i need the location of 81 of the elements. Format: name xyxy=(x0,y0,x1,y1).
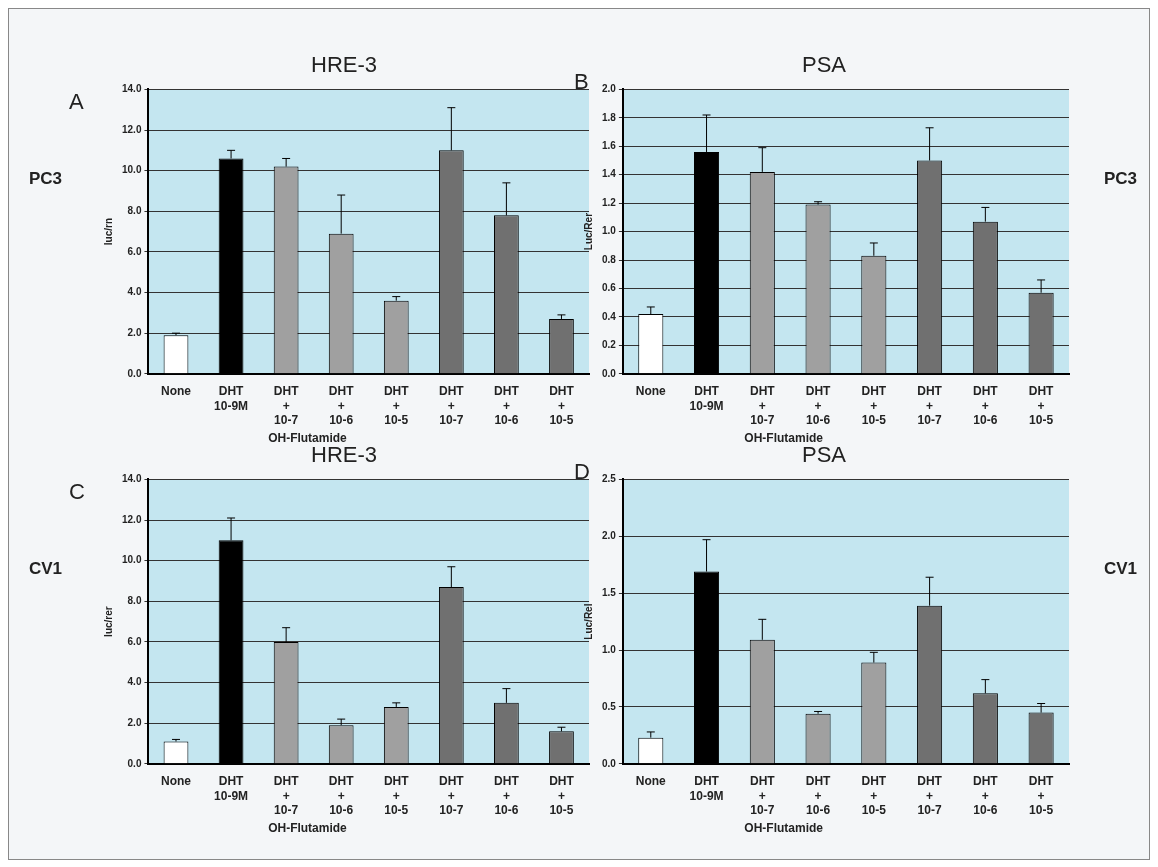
x-tick-label: DHT + 10-5 xyxy=(1028,384,1055,428)
y-tick-label: 10.0 xyxy=(121,554,142,566)
y-tick-label: 1.5 xyxy=(602,586,617,598)
x-tick-label: DHT + 10-7 xyxy=(273,384,300,428)
x-tick-label: DHT + 10-5 xyxy=(861,384,887,428)
y-axis-title: luc/rer xyxy=(102,606,114,637)
y-axis-title: Luc/Rel xyxy=(582,603,594,640)
y-tick-label: 6.0 xyxy=(127,635,142,647)
x-tick-label: DHT + 10-7 xyxy=(439,774,465,818)
text: PC3 xyxy=(1104,169,1138,189)
y-tick-label: 1.2 xyxy=(602,196,617,208)
text: CV1 xyxy=(29,559,63,579)
x-tick-label: DHT + 10-7 xyxy=(439,384,465,428)
y-tick-label: 4.0 xyxy=(127,286,142,298)
x-tick-label: DHT + 10-6 xyxy=(973,774,999,818)
y-tick-label: 10.0 xyxy=(121,164,142,176)
annotation: B xyxy=(574,69,589,95)
x-tick-label: DHT + 10-7 xyxy=(273,774,300,818)
y-tick-label: 0.2 xyxy=(602,339,617,351)
annotation: D xyxy=(574,459,590,485)
text: OH-Flutamide xyxy=(744,821,824,836)
x-tick-label: DHT + 10-7 xyxy=(749,774,776,818)
text: A xyxy=(69,89,84,115)
y-axis-title: luc/rn xyxy=(102,217,114,246)
y-tick-label: 0.5 xyxy=(602,700,617,712)
x-tick-label: DHT + 10-5 xyxy=(383,384,410,428)
x-tick-label: DHT + 10-5 xyxy=(1028,774,1055,818)
x-tick-label: DHT + 10-6 xyxy=(328,384,355,428)
x-tick-label: DHT + 10-6 xyxy=(328,774,355,818)
y-tick-label: 1.0 xyxy=(602,225,617,237)
x-tick-label: DHT + 10-6 xyxy=(494,774,520,818)
y-tick-label: 12.0 xyxy=(121,513,142,525)
y-tick-label: 14.0 xyxy=(121,473,142,485)
y-tick-label: 1.8 xyxy=(602,111,617,123)
y-tick-label: 4.0 xyxy=(127,676,142,688)
x-tick-label: DHT 10-9M xyxy=(689,774,724,803)
x-tick-label: DHT + 10-6 xyxy=(805,774,832,818)
x-tick-label: None xyxy=(161,384,192,399)
x-tick-label: DHT + 10-7 xyxy=(749,384,776,428)
y-tick-label: 0.0 xyxy=(127,367,142,379)
y-tick-label: 1.0 xyxy=(602,643,617,655)
y-tick-label: 8.0 xyxy=(127,205,142,217)
chart-title: HRE-3 xyxy=(310,52,378,78)
chart-title: PSA xyxy=(801,52,847,78)
y-tick-label: 2.0 xyxy=(127,326,142,338)
y-tick-label: 0.6 xyxy=(602,282,617,294)
x-tick-label: DHT + 10-5 xyxy=(549,774,575,818)
y-tick-label: 0.4 xyxy=(602,310,617,322)
x-tick-label: DHT + 10-5 xyxy=(549,384,575,428)
text: PC3 xyxy=(29,169,63,189)
text: OH-Flutamide xyxy=(268,821,348,836)
x-tick-label: DHT 10-9M xyxy=(214,774,249,803)
x-tick-label: DHT + 10-7 xyxy=(917,384,943,428)
y-axis-title: Luc/Rer xyxy=(582,212,594,251)
y-tick-label: 0.0 xyxy=(602,757,617,769)
y-tick-label: 2.0 xyxy=(602,83,617,95)
y-tick-label: 2.5 xyxy=(602,473,617,485)
x-tick-label: DHT + 10-7 xyxy=(917,774,943,818)
x-tick-label: DHT + 10-5 xyxy=(383,774,410,818)
y-tick-label: 2.0 xyxy=(602,530,617,542)
x-tick-label: DHT + 10-6 xyxy=(805,384,832,428)
y-tick-label: 0.8 xyxy=(602,253,617,265)
y-tick-label: 6.0 xyxy=(127,245,142,257)
y-tick-label: 1.4 xyxy=(602,168,617,180)
x-tick-label: None xyxy=(635,384,667,399)
x-tick-label: DHT + 10-6 xyxy=(973,384,999,428)
y-tick-label: 8.0 xyxy=(127,595,142,607)
x-tick-label: DHT 10-9M xyxy=(214,384,249,413)
y-tick-label: 0.0 xyxy=(127,757,142,769)
x-tick-label: DHT + 10-5 xyxy=(861,774,887,818)
text: CV1 xyxy=(1104,559,1138,579)
y-tick-label: 2.0 xyxy=(127,716,142,728)
y-tick-label: 1.6 xyxy=(602,140,617,152)
y-tick-label: 0.0 xyxy=(602,367,617,379)
x-tick-label: None xyxy=(161,774,192,789)
x-tick-label: DHT 10-9M xyxy=(689,384,724,413)
y-tick-label: 14.0 xyxy=(121,83,142,95)
y-tick-label: 12.0 xyxy=(121,123,142,135)
text: C xyxy=(69,479,85,505)
x-tick-label: DHT + 10-6 xyxy=(494,384,520,428)
x-tick-label: None xyxy=(635,774,667,789)
